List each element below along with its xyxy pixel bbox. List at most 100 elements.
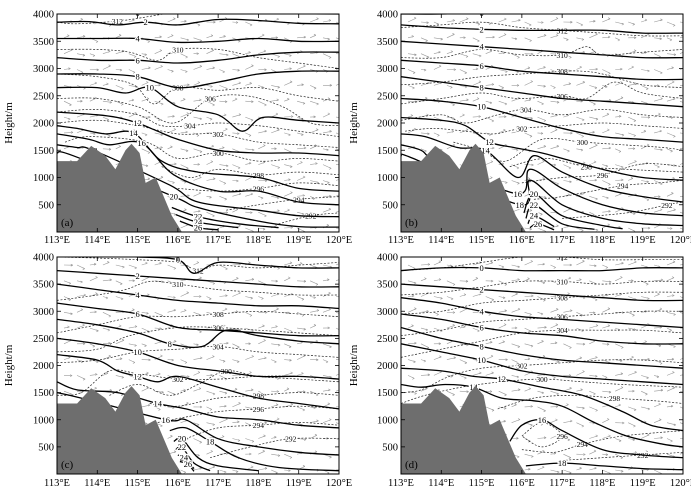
wind-arrow-head bbox=[645, 392, 648, 396]
wind-arrow bbox=[89, 114, 99, 118]
wind-arrow-head bbox=[579, 176, 582, 180]
wind-arrow-head bbox=[94, 310, 97, 314]
wind-arrow-head bbox=[341, 441, 343, 443]
wind-arrow bbox=[433, 37, 443, 40]
wind-arrow-head bbox=[425, 96, 428, 100]
temperature-contour bbox=[57, 70, 339, 89]
wind-arrow-head bbox=[463, 293, 467, 296]
wind-arrow-head bbox=[263, 339, 266, 342]
y-axis-title: Height/m bbox=[348, 344, 360, 386]
wind-arrow bbox=[420, 21, 429, 23]
wind-arrow-head bbox=[540, 213, 543, 216]
y-tick-label: 500 bbox=[38, 442, 54, 453]
wind-arrow-head bbox=[105, 296, 109, 300]
wind-arrow-head bbox=[595, 143, 598, 147]
wind-arrow bbox=[284, 312, 290, 314]
wind-arrow bbox=[485, 84, 494, 86]
wind-arrow-head bbox=[660, 436, 663, 439]
wind-arrow bbox=[654, 327, 662, 329]
wind-arrow-head bbox=[132, 279, 135, 282]
wind-arrow-head bbox=[530, 191, 533, 194]
wind-arrow-head bbox=[158, 372, 161, 376]
wind-arrow-head bbox=[426, 346, 430, 349]
temperature-contour bbox=[401, 59, 683, 81]
wind-arrow bbox=[102, 279, 112, 282]
wind-arrow-head bbox=[569, 56, 572, 59]
temperature-contour-label: 18 bbox=[516, 200, 525, 210]
theta-contour bbox=[161, 166, 339, 178]
wind-arrow bbox=[446, 357, 456, 360]
wind-arrow-head bbox=[184, 180, 187, 184]
wind-arrow bbox=[666, 227, 673, 229]
wind-arrow-head bbox=[96, 68, 99, 72]
wind-arrow-head bbox=[621, 22, 624, 26]
theta-contour bbox=[185, 422, 339, 440]
wind-arrow-head bbox=[517, 265, 520, 269]
wind-arrow bbox=[563, 69, 571, 72]
wind-arrow-head bbox=[530, 260, 533, 263]
wind-arrow bbox=[335, 406, 339, 408]
wind-arrow-head bbox=[501, 376, 505, 379]
wind-arrow bbox=[63, 132, 74, 134]
wind-arrow-head bbox=[212, 214, 215, 218]
temperature-contour bbox=[57, 37, 339, 44]
wind-arrow-head bbox=[436, 22, 439, 26]
wind-arrow-head bbox=[531, 52, 534, 56]
wind-arrow bbox=[154, 147, 163, 150]
temperature-contour-label: 12 bbox=[485, 137, 494, 147]
wind-arrow bbox=[102, 342, 111, 345]
wind-arrow bbox=[679, 21, 683, 23]
wind-arrow-head bbox=[515, 195, 519, 198]
y-tick-label: 2000 bbox=[33, 361, 54, 372]
wind-arrow bbox=[219, 100, 228, 102]
wind-arrow-head bbox=[544, 196, 547, 199]
wind-arrow bbox=[550, 100, 560, 103]
wind-arrow bbox=[420, 374, 430, 376]
wind-arrow-head bbox=[197, 454, 200, 457]
panel-b: 3123103083063043023002982962942920246810… bbox=[348, 10, 691, 247]
wind-arrow-head bbox=[644, 18, 648, 22]
theta-contour-label: 308 bbox=[556, 294, 568, 303]
wind-arrow-head bbox=[290, 403, 293, 406]
wind-arrow-head bbox=[120, 282, 123, 286]
y-axis-title: Height/m bbox=[348, 102, 360, 144]
wind-arrow bbox=[550, 359, 560, 362]
wind-arrow-head bbox=[607, 324, 610, 327]
wind-arrow-head bbox=[196, 52, 199, 55]
wind-arrow-head bbox=[542, 177, 545, 180]
wind-arrow bbox=[258, 130, 267, 134]
wind-arrow-head bbox=[174, 162, 177, 166]
wind-arrow-head bbox=[517, 418, 521, 421]
wind-arrow-head bbox=[543, 409, 546, 413]
x-tick-label: 117°E bbox=[549, 478, 575, 489]
wind-arrow-head bbox=[147, 177, 150, 181]
wind-arrow-head bbox=[568, 456, 571, 459]
temperature-contour-label: 2 bbox=[479, 24, 483, 34]
wind-arrow-head bbox=[541, 21, 544, 24]
wind-arrow-head bbox=[225, 211, 229, 214]
temperature-contour-label: 6 bbox=[479, 61, 483, 71]
wind-arrow-head bbox=[671, 357, 675, 361]
theta-contour bbox=[401, 291, 683, 315]
wind-arrow-head bbox=[569, 386, 572, 390]
wind-arrow-head bbox=[237, 420, 240, 424]
theta-contour-label: 296 bbox=[253, 184, 265, 193]
theta-contour bbox=[57, 47, 339, 69]
wind-arrow bbox=[284, 359, 292, 361]
wind-arrow-head bbox=[147, 40, 150, 43]
wind-arrow bbox=[511, 19, 521, 23]
wind-arrow-head bbox=[303, 328, 306, 331]
wind-arrow-head bbox=[592, 130, 595, 134]
wind-arrow-head bbox=[340, 424, 342, 426]
wind-arrow-head bbox=[514, 326, 518, 330]
x-tick-label: 114°E bbox=[428, 478, 454, 489]
wind-arrow-head bbox=[187, 375, 190, 378]
wind-arrow-head bbox=[566, 327, 569, 331]
wind-arrow-head bbox=[249, 82, 252, 85]
wind-arrow-head bbox=[107, 261, 110, 264]
theta-contour bbox=[521, 430, 683, 453]
wind-arrow-head bbox=[543, 119, 546, 122]
wind-arrow-head bbox=[438, 260, 441, 264]
temperature-contour-label: 8 bbox=[479, 342, 483, 352]
wind-arrow-head bbox=[452, 33, 455, 36]
